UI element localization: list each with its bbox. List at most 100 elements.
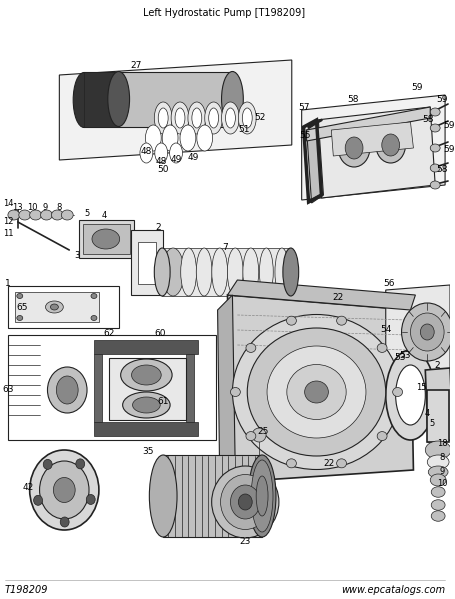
Text: 59: 59 [443,120,455,129]
Ellipse shape [192,108,202,128]
Ellipse shape [230,388,240,397]
Text: 65: 65 [16,304,27,313]
Text: 27: 27 [131,60,142,69]
Polygon shape [425,368,453,442]
Ellipse shape [430,474,446,486]
Text: 53: 53 [394,353,405,362]
Ellipse shape [17,316,23,320]
Ellipse shape [158,108,168,128]
Ellipse shape [131,365,161,385]
Text: 59: 59 [436,95,448,104]
Ellipse shape [181,248,197,296]
Ellipse shape [337,459,347,468]
Text: 4: 4 [425,409,430,418]
Bar [94,340,198,354]
Ellipse shape [420,324,434,340]
Polygon shape [386,285,450,385]
Text: 5: 5 [430,419,435,428]
Ellipse shape [382,134,399,156]
Ellipse shape [377,343,387,352]
Ellipse shape [34,495,42,506]
Text: 49: 49 [170,156,182,165]
Ellipse shape [212,466,279,538]
Ellipse shape [92,229,120,249]
Ellipse shape [146,125,161,151]
Ellipse shape [209,108,218,128]
Ellipse shape [8,210,20,220]
Bar [138,242,156,284]
Ellipse shape [188,102,206,134]
Ellipse shape [73,72,95,128]
Ellipse shape [238,102,256,134]
Text: www.epcatalogs.com: www.epcatalogs.com [341,585,445,595]
Ellipse shape [337,316,347,325]
Ellipse shape [226,108,235,128]
Text: 58: 58 [423,116,434,125]
Ellipse shape [91,316,97,320]
Bar [8,286,119,328]
Bar [186,354,194,422]
Ellipse shape [212,248,228,296]
Ellipse shape [60,517,69,527]
Text: 14: 14 [3,198,13,207]
Text: 25: 25 [258,428,269,437]
Text: 53: 53 [400,350,411,359]
Ellipse shape [205,102,222,134]
Text: 2: 2 [435,361,440,370]
Text: 15: 15 [416,383,427,392]
Text: 59: 59 [412,83,423,92]
Ellipse shape [425,441,451,459]
Bar [8,335,216,440]
Text: 61: 61 [157,398,169,407]
Text: 48: 48 [156,158,167,167]
Ellipse shape [51,304,58,310]
Text: 62: 62 [103,329,115,338]
Ellipse shape [108,71,130,126]
Ellipse shape [283,248,298,296]
Ellipse shape [275,248,289,296]
Ellipse shape [180,125,196,151]
Bar [162,248,291,296]
Ellipse shape [154,102,172,134]
Text: 63: 63 [2,386,14,395]
Ellipse shape [376,127,405,163]
Text: 18: 18 [437,440,447,449]
Ellipse shape [430,108,440,116]
Ellipse shape [243,248,259,296]
Ellipse shape [287,365,346,419]
Ellipse shape [287,316,296,325]
Ellipse shape [233,314,400,470]
Bar [79,220,133,258]
Ellipse shape [43,459,52,470]
Text: 8: 8 [57,202,62,211]
Ellipse shape [247,328,386,456]
Ellipse shape [248,455,276,537]
Ellipse shape [259,248,273,296]
Bar [427,390,449,442]
Polygon shape [15,292,99,322]
Text: 10: 10 [27,202,38,211]
Ellipse shape [377,432,387,441]
Ellipse shape [121,359,172,391]
Ellipse shape [61,210,73,220]
Ellipse shape [162,125,178,151]
Ellipse shape [175,108,185,128]
Ellipse shape [345,137,363,159]
Bar [83,224,130,254]
Text: 58: 58 [347,95,359,104]
Ellipse shape [396,365,425,425]
Polygon shape [307,122,324,203]
Ellipse shape [91,294,97,298]
Ellipse shape [154,248,170,296]
Ellipse shape [30,450,99,530]
Ellipse shape [30,210,41,220]
Ellipse shape [256,476,268,516]
Text: 8: 8 [440,453,445,462]
Ellipse shape [230,485,260,519]
Ellipse shape [386,350,435,440]
Ellipse shape [410,313,444,351]
Ellipse shape [197,125,212,151]
Bar [84,72,119,127]
Text: Left Hydrostatic Pump [T198209]: Left Hydrostatic Pump [T198209] [143,8,306,18]
Polygon shape [317,107,435,198]
